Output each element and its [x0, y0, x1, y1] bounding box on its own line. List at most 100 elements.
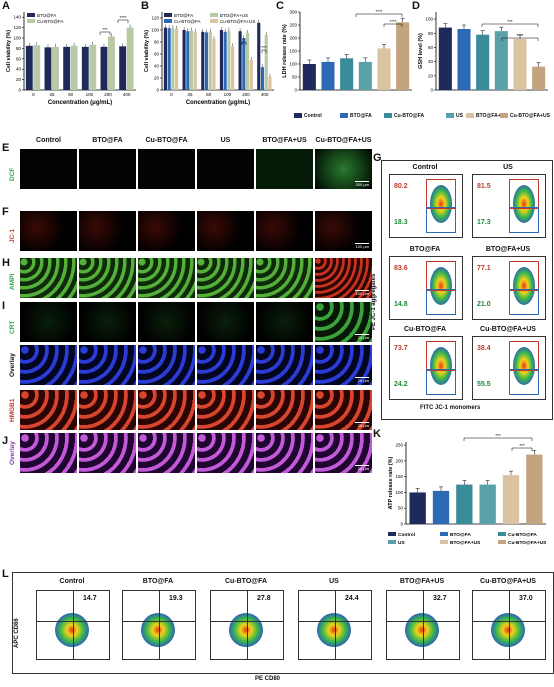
- scale-bar-label: 100 μm: [355, 244, 369, 249]
- microscopy-image: [138, 345, 195, 385]
- bar: [340, 58, 354, 90]
- x-tick-label: 50: [68, 92, 74, 97]
- legend-label: BTO@FA+US: [220, 13, 248, 18]
- panel-label-j: J: [2, 435, 9, 447]
- legend-swatch: [388, 540, 396, 544]
- microscopy-image: [79, 302, 136, 342]
- panel-g-frame: [381, 160, 553, 420]
- bar: [70, 45, 78, 90]
- legend-label: Cu-BTO@FA+US: [220, 19, 255, 24]
- column-header: US: [220, 137, 231, 144]
- legend-label: BTO@FA: [450, 532, 471, 538]
- panel-label-b: B: [141, 0, 149, 12]
- microscopy-image: [256, 258, 313, 298]
- gate-bottom: [426, 369, 456, 395]
- bar: [246, 33, 250, 90]
- bar: [63, 46, 71, 90]
- microscopy-image: 100 μm: [315, 258, 372, 298]
- microscopy-image: [79, 345, 136, 385]
- bar: [89, 44, 97, 90]
- scale-bar-label: 20 μm: [357, 335, 369, 340]
- flow-density: [405, 613, 439, 647]
- legend-label: US: [398, 540, 405, 546]
- sig-bracket: [383, 23, 403, 27]
- flow-plot-title: Cu-BTO@FA+US: [480, 326, 536, 333]
- microscopy-image: 100 μm: [315, 211, 372, 251]
- y-tick-label: 0: [400, 522, 403, 527]
- microscopy-image: [20, 390, 77, 430]
- x-tick-label: 100: [224, 92, 232, 97]
- flow-plot-title: Control: [412, 164, 438, 171]
- scale-bar-label: 20 μm: [357, 378, 369, 383]
- y-axis-label: ATP release rate (%): [388, 456, 394, 509]
- microscopy-image: [197, 211, 254, 251]
- flow-plot-title: BTO@FA+US: [399, 578, 445, 585]
- flow-plot-title: Control: [59, 578, 85, 585]
- gate-bottom-value: 24.2: [394, 381, 408, 388]
- bar: [532, 66, 546, 90]
- y-axis-label: LDH release rate (%): [282, 24, 288, 78]
- y-tick-label: 100: [13, 36, 21, 41]
- gate-top-value: 80.2: [394, 183, 408, 190]
- y-tick-label: 60: [16, 56, 22, 61]
- y-tick-label: 140: [13, 15, 21, 20]
- microscopy-image: 20 μm: [315, 302, 372, 342]
- legend-cd-item: BTO@FA: [340, 113, 372, 119]
- flow-density: [513, 347, 535, 385]
- y-tick-label: 0: [430, 88, 433, 93]
- y-tick-label: 100: [425, 17, 433, 22]
- scale-bar: [355, 181, 369, 182]
- bar: [119, 46, 127, 90]
- gate-bottom-value: 55.5: [477, 381, 491, 388]
- legend-swatch: [294, 113, 302, 119]
- legend-swatch: [440, 540, 448, 544]
- gate-bottom: [426, 289, 456, 315]
- x-tick-label: 400: [123, 92, 131, 97]
- column-header: Cu-BTO@FA: [145, 137, 188, 144]
- legend-label: Cu-BTO@FA: [37, 19, 64, 24]
- y-tick-label: 250: [395, 443, 403, 448]
- gate-bottom-value: 18.3: [394, 219, 408, 226]
- legend-label: BTO@FA+US: [450, 540, 481, 546]
- bar: [212, 39, 216, 90]
- row-label: HMGB1: [9, 398, 16, 422]
- gate-bottom-value: 17.3: [477, 219, 491, 226]
- panel-label-i: I: [2, 300, 6, 312]
- flow-plot: 38.4 55.5: [472, 336, 546, 400]
- panel-label-g: G: [373, 152, 382, 164]
- legend-cd-item: US: [446, 113, 463, 119]
- gate-bottom: [509, 207, 539, 233]
- sig-bracket: [261, 49, 267, 53]
- gate-bottom: [509, 369, 539, 395]
- flow-plot: 27.8: [210, 590, 284, 660]
- quadrant-line: [211, 621, 283, 622]
- panel-label-h: H: [2, 257, 10, 269]
- legend-swatch: [210, 13, 218, 17]
- panel-label-c: C: [276, 0, 284, 12]
- bar: [432, 490, 450, 524]
- panel-l-xlabel: PE CD80: [255, 676, 281, 682]
- panel-g-ylabel: PE JC-1 aggregates: [371, 273, 377, 330]
- x-tick-label: 0: [32, 92, 35, 97]
- flow-density: [513, 185, 535, 223]
- microscopy-image: 20 μm: [315, 345, 372, 385]
- panel-l-ylabel: APC CD86: [14, 618, 20, 648]
- sig-bracket: [99, 31, 111, 35]
- y-tick-label: 20: [16, 77, 22, 82]
- x-tick-label: 50: [206, 92, 212, 97]
- y-axis-label: Cell viability (%): [6, 30, 12, 72]
- gate-top-value: 38.4: [477, 345, 491, 352]
- bar: [100, 46, 108, 90]
- bar: [396, 22, 410, 90]
- bar: [268, 76, 272, 90]
- legend-swatch: [500, 113, 508, 119]
- legend-label: Cu-BTO@FA: [174, 19, 201, 24]
- bar: [171, 28, 175, 90]
- legend-swatch: [164, 13, 172, 17]
- y-tick-label: 250: [289, 23, 297, 28]
- microscopy-image: [197, 433, 254, 473]
- microscopy-image: [138, 433, 195, 473]
- flow-plot-title: US: [503, 164, 513, 171]
- y-tick-label: 200: [395, 458, 403, 463]
- y-tick-label: 200: [289, 36, 297, 41]
